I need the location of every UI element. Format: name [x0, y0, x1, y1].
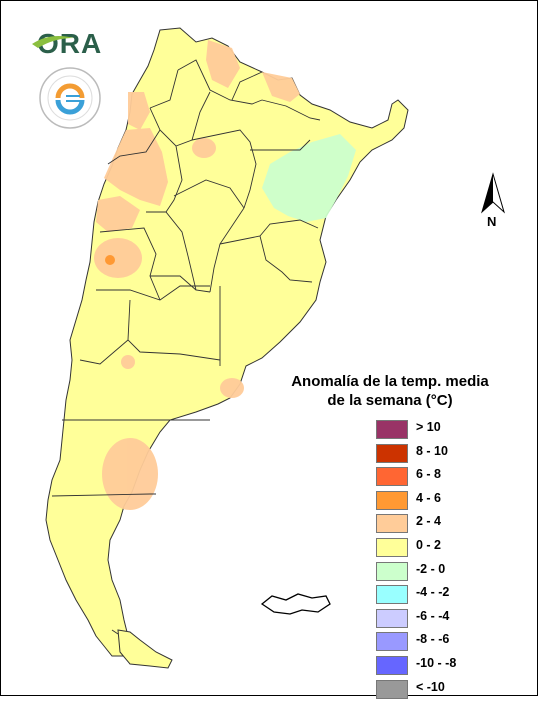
legend-label: -6 - -4	[416, 608, 450, 623]
legend-title-line2: de la semana (°C)	[327, 392, 453, 409]
legend-label: 2 - 4	[416, 514, 442, 529]
anomaly-areas-minus2-0	[262, 134, 356, 222]
legend-label: 4 - 6	[416, 490, 442, 505]
legend-swatch	[376, 443, 408, 463]
legend-title: Anomalía de la temp. media de la semana …	[285, 372, 495, 410]
legend-label: < -10	[416, 679, 445, 694]
legend-label: -2 - 0	[416, 561, 446, 576]
tierra-del-fuego	[117, 629, 173, 669]
logo-leaf-icon	[32, 36, 74, 48]
legend-label: 6 - 8	[416, 467, 442, 482]
legend-label: 0 - 2	[416, 537, 442, 552]
legend-label: -10 - -8	[416, 655, 457, 670]
legend-swatch	[376, 585, 408, 605]
legend-label: -4 - -2	[416, 585, 450, 600]
legend-swatch	[376, 420, 408, 439]
legend-swatch	[376, 655, 408, 675]
north-label: N	[487, 214, 497, 229]
north-arrow-icon	[481, 172, 505, 214]
smn-seal-icon	[39, 67, 101, 129]
anomaly-area-4-6	[105, 255, 115, 265]
legend-label: > 10	[416, 420, 441, 434]
legend-swatch	[376, 514, 408, 534]
legend-swatch	[376, 537, 408, 557]
legend-label: -8 - -6	[416, 632, 450, 647]
legend-swatch	[376, 490, 408, 510]
legend-swatch	[376, 561, 408, 581]
legend-label: 8 - 10	[416, 443, 448, 458]
legend-swatch	[376, 467, 408, 487]
anomaly-areas-2-4	[94, 40, 300, 510]
ora-logo: ORA	[37, 28, 103, 59]
legend-title-line1: Anomalía de la temp. media	[291, 373, 489, 390]
malvinas-islands	[260, 593, 331, 615]
legend-swatch	[376, 608, 408, 628]
province-boundaries	[51, 59, 321, 635]
legend-swatch	[376, 632, 408, 652]
